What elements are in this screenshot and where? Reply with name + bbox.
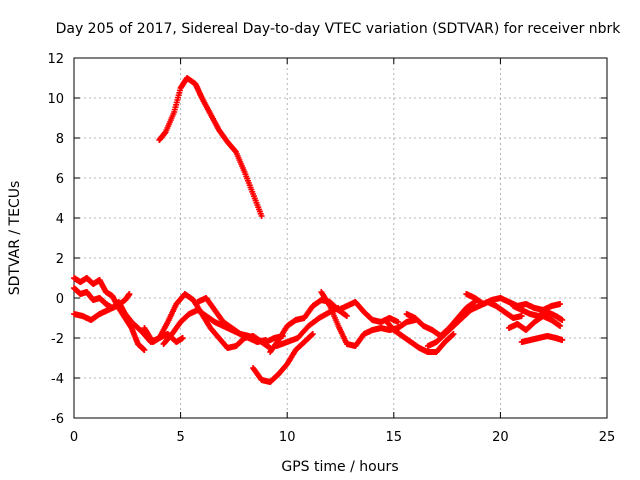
y-tick-label: 4 — [56, 212, 64, 227]
y-tick-label: 8 — [56, 132, 64, 147]
y-tick-label: -4 — [51, 372, 64, 387]
data-point — [309, 331, 316, 337]
y-tick-label: 2 — [56, 252, 64, 267]
data-point — [518, 313, 525, 319]
data-marks — [71, 75, 566, 385]
data-point — [395, 319, 402, 325]
x-axis-label: GPS time / hours — [281, 459, 398, 475]
x-tick-label: 5 — [176, 430, 184, 445]
x-tick-label: 10 — [279, 430, 296, 445]
y-tick-label: -2 — [51, 332, 64, 347]
data-point — [258, 213, 265, 219]
series-arc-g — [194, 295, 286, 345]
series-arc-peak — [156, 75, 265, 219]
series-arc-r — [518, 333, 566, 345]
series-arc-o — [424, 299, 525, 349]
y-tick-label: 10 — [47, 92, 64, 107]
y-axis-label: SDTVAR / TECUs — [7, 181, 23, 296]
data-point — [126, 291, 133, 297]
data-point — [559, 337, 566, 343]
data-point — [450, 331, 457, 337]
series-arc-c — [71, 291, 133, 323]
axis-ticks: 0 5 10 15 20 25 -6 -4 -2 0 2 4 6 8 10 12 — [47, 52, 615, 445]
chart-title: Day 205 of 2017, Sidereal Day-to-day VTE… — [56, 21, 622, 37]
y-tick-label: -6 — [51, 412, 64, 427]
y-tick-label: 6 — [56, 172, 64, 187]
y-tick-label: 0 — [56, 292, 64, 307]
x-tick-label: 0 — [70, 430, 78, 445]
y-tick-label: 12 — [47, 52, 64, 67]
data-point — [179, 335, 186, 341]
x-tick-label: 20 — [492, 430, 509, 445]
data-point — [559, 317, 566, 323]
series-arc-h — [250, 331, 316, 385]
data-point — [343, 313, 350, 319]
series-arc-s — [510, 303, 566, 323]
plot-frame — [73, 57, 608, 419]
x-tick-label: 25 — [599, 430, 616, 445]
data-point — [557, 301, 564, 307]
series-arc-m — [382, 317, 457, 355]
x-tick-label: 15 — [386, 430, 403, 445]
data-point — [557, 323, 564, 329]
series-arc-n — [403, 299, 478, 339]
data-point — [141, 347, 148, 353]
gridlines — [74, 58, 607, 418]
